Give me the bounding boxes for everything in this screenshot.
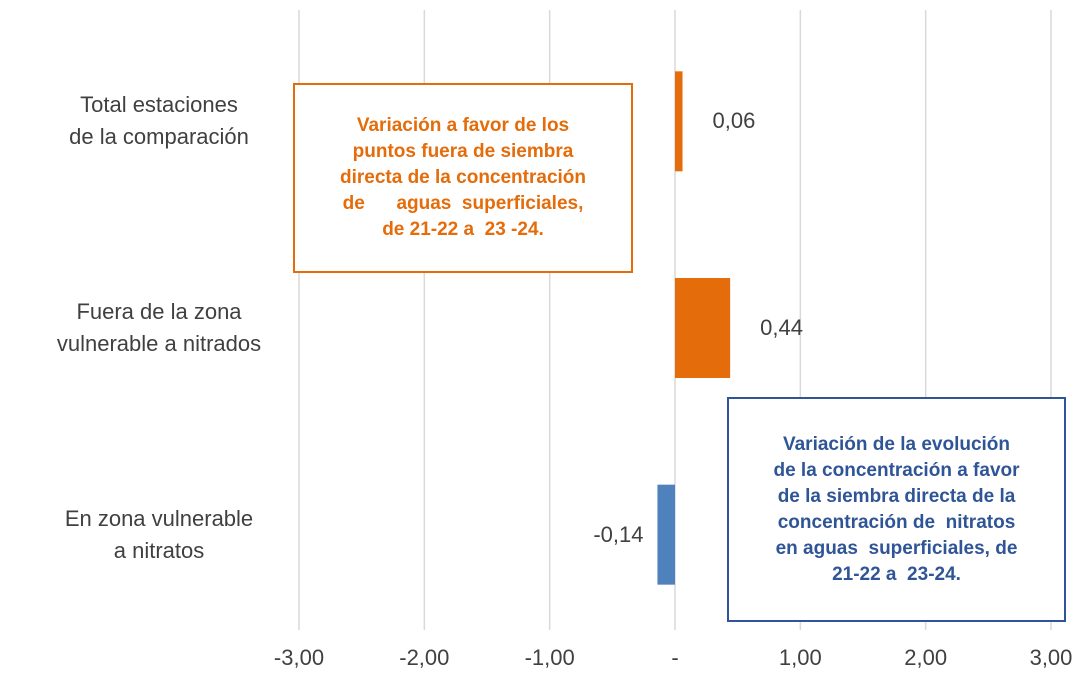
annotation: Variación a favor de los puntos fuera de… [293,83,633,273]
x-tick-label: 2,00 [904,645,948,670]
bar [675,71,683,172]
category-label: Fuera de la zona vulnerable a nitrados [56,299,262,356]
x-tick-label: - [671,645,679,670]
category-label: En zona vulnerable a nitratos [64,505,254,563]
x-tick-label: 1,00 [778,645,822,670]
x-tick-label: 3,00 [1029,645,1073,670]
value-label: 0,06 [712,108,756,134]
bar [657,484,675,585]
x-tick-label: -1,00 [524,645,575,670]
value-label: 0,44 [760,315,803,340]
value-label: -0,14 [593,521,644,547]
annotation: Variación de la evolución de la concentr… [727,397,1066,622]
x-tick-label: -3,00 [273,645,325,670]
x-tick-label: -2,00 [399,645,450,670]
bar [675,278,731,378]
category-label: Total estaciones de la comparación [69,92,249,150]
